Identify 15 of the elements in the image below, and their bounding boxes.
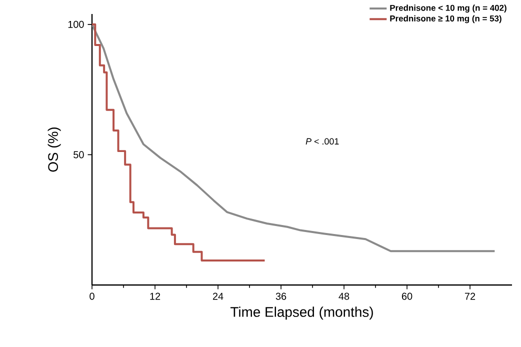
x-tick-label: 60 <box>402 292 412 300</box>
y-tick-label: 50 <box>74 151 84 158</box>
legend-label: Prednisone ≥ 10 mg (n = 53) <box>390 15 502 24</box>
x-tick-label: 0 <box>90 292 94 300</box>
x-axis-title: Time Elapsed (months) <box>230 306 373 320</box>
x-tick-label: 12 <box>150 292 160 300</box>
x-tick-label: 72 <box>464 292 476 300</box>
line-series <box>92 23 496 252</box>
legend-label: Prednisone < 10 mg (n = 402) <box>390 4 506 13</box>
x-tick-label: 48 <box>338 292 350 300</box>
x-tick-label: 24 <box>212 292 224 300</box>
annotation: P < .001 <box>306 138 339 145</box>
y-axis-title: OS (%) <box>48 128 61 172</box>
y-tick-label: 100 <box>68 20 84 28</box>
x-tick-label: 36 <box>276 292 286 300</box>
